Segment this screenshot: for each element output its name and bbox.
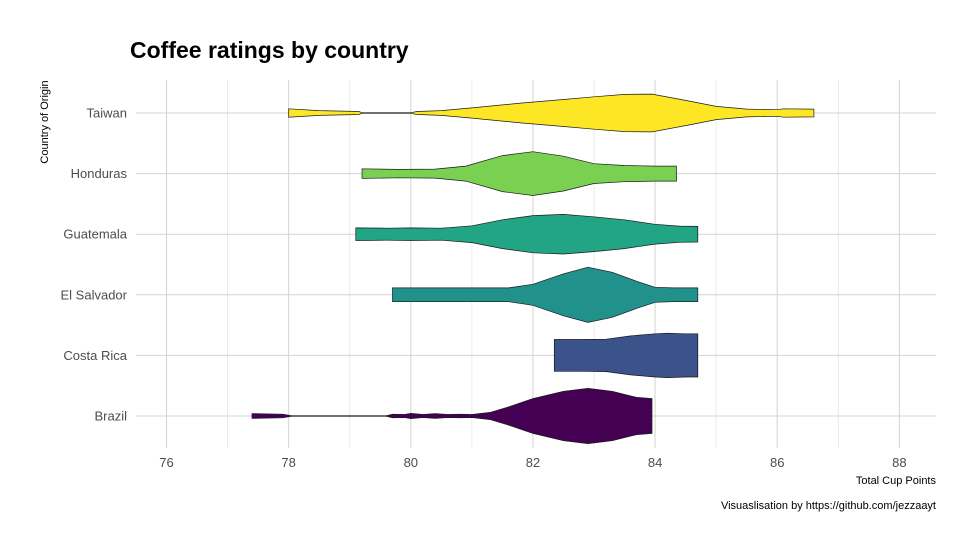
violin-brazil	[251, 388, 653, 444]
violin-guatemala	[355, 214, 699, 255]
y-tick-label: Brazil	[94, 409, 127, 424]
y-tick-label: Honduras	[71, 166, 128, 181]
violin-taiwan	[288, 93, 815, 133]
x-tick-label: 84	[648, 455, 662, 470]
x-tick-label: 86	[770, 455, 784, 470]
caption: Visuaslisation by https://github.com/jez…	[721, 500, 936, 512]
violin-el-salvador	[392, 266, 699, 323]
y-tick-labels: Brazil Costa Rica El Salvador Guatemala Hond…	[61, 106, 128, 424]
y-tick-label: El Salvador	[61, 287, 128, 302]
x-tick-labels: 76 78 80 82 84 86 88	[159, 455, 906, 470]
violins	[251, 93, 815, 444]
y-tick-label: Costa Rica	[63, 348, 127, 363]
y-tick-label: Taiwan	[87, 106, 127, 121]
grid	[136, 80, 936, 448]
y-axis-title: Country of Origin	[39, 80, 51, 163]
x-tick-label: 80	[404, 455, 418, 470]
y-tick-label: Guatemala	[63, 227, 127, 242]
x-tick-label: 76	[159, 455, 173, 470]
violin-honduras	[361, 151, 677, 196]
violin-costa-rica	[553, 332, 699, 378]
x-axis-title: Total Cup Points	[856, 475, 937, 487]
x-tick-label: 88	[892, 455, 906, 470]
x-tick-label: 82	[526, 455, 540, 470]
x-tick-label: 78	[281, 455, 295, 470]
chart-title: Coffee ratings by country	[130, 37, 409, 63]
